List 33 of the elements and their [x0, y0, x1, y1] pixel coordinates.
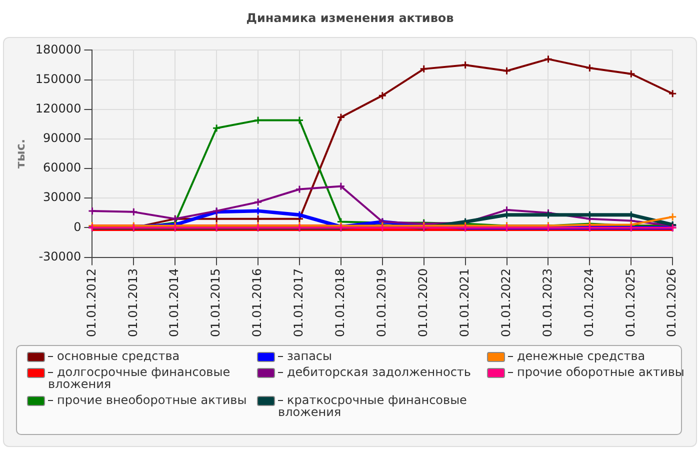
y-axis-title: тыс. — [13, 139, 28, 168]
y-tick-label: 120000 — [35, 101, 82, 116]
legend-label: долгосрочные финансовые вложения — [48, 365, 257, 391]
x-tick-label: 01.01.2018 — [333, 268, 348, 338]
x-tick-label: 01.01.2019 — [374, 268, 389, 338]
y-tick-label: 90000 — [43, 131, 82, 146]
x-tick-label: 01.01.2017 — [292, 268, 306, 338]
y-tick-label: -30000 — [38, 249, 82, 264]
y-tick-label: 180000 — [35, 42, 82, 56]
x-tick-label: 01.01.2015 — [208, 268, 223, 338]
x-tick-label: 01.01.2016 — [250, 268, 264, 338]
legend-label: запасы — [278, 349, 332, 363]
chart-title: Динамика изменения активов — [245, 11, 455, 25]
legend-label: прочие оборотные активы — [508, 365, 684, 379]
x-tick-label: 01.01.2022 — [498, 268, 513, 338]
legend-label: краткосрочные финансовые вложения — [278, 393, 487, 419]
x-tick-label: 01.01.2020 — [416, 268, 430, 338]
x-tick-label: 01.01.2021 — [457, 268, 472, 338]
x-tick-label: 01.01.2012 — [84, 268, 98, 338]
legend-label: дебиторская задолженность — [278, 365, 471, 379]
x-tick-label: 01.01.2013 — [126, 268, 140, 338]
y-tick-label: 30000 — [43, 190, 82, 204]
x-tick-label: 01.01.2026 — [664, 268, 679, 338]
legend-label: основные средства — [48, 349, 180, 363]
y-tick-label: 60000 — [43, 160, 82, 175]
x-tick-label: 01.01.2023 — [540, 268, 554, 338]
legend-label: денежные средства — [508, 349, 646, 363]
y-tick-label: 150000 — [35, 72, 82, 86]
x-tick-label: 01.01.2014 — [167, 268, 182, 338]
x-tick-label: 01.01.2024 — [582, 268, 596, 338]
y-tick-label: 0 — [74, 220, 82, 234]
legend-label: прочие внеоборотные активы — [48, 393, 247, 407]
x-tick-label: 01.01.2025 — [623, 268, 638, 338]
